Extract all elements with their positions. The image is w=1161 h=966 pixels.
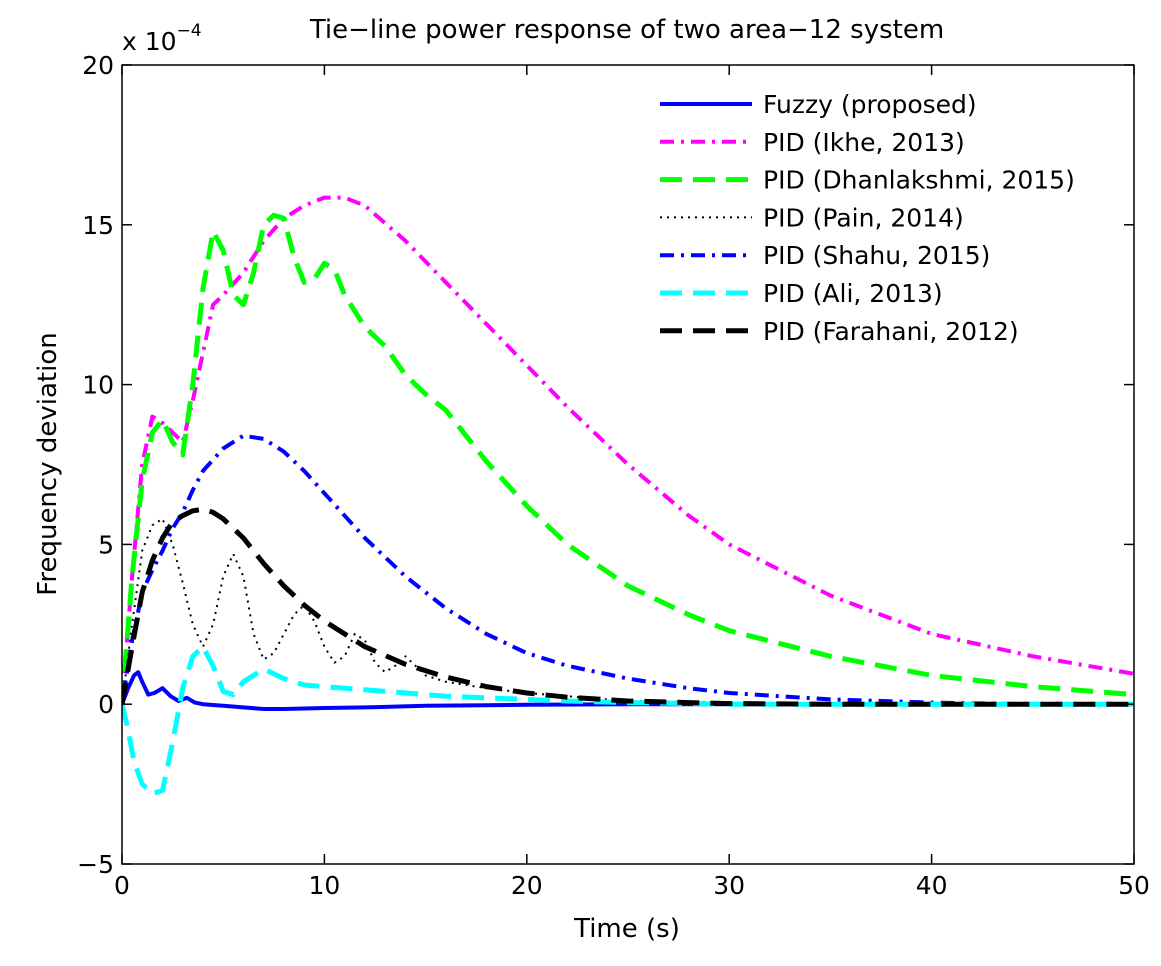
legend-label: PID (Dhanlakshmi, 2015) <box>763 166 1075 195</box>
x-tick-label: 50 <box>1118 871 1150 900</box>
series-line-pid-farahani-2012 <box>122 506 1134 707</box>
legend-item-pid-farahani-2012: PID (Farahani, 2012) <box>660 317 1019 346</box>
y-tick-label: 20 <box>82 51 114 80</box>
y-tick-label: 5 <box>98 530 114 559</box>
plot-frame <box>121 64 1135 865</box>
legend-item-pid-pain-2014: PID (Pain, 2014) <box>660 203 964 232</box>
x-tick-label: 0 <box>114 871 130 900</box>
legend-item-pid-ikhe-2013: PID (Ikhe, 2013) <box>660 128 965 157</box>
legend-label: PID (Pain, 2014) <box>763 203 964 232</box>
x-tick-label: 20 <box>511 871 543 900</box>
x-tick-label: 10 <box>308 871 340 900</box>
x-tick-label: 40 <box>916 871 948 900</box>
series-line-pid-shahu-2015 <box>122 433 1134 707</box>
legend-label: PID (Ali, 2013) <box>763 279 943 308</box>
x-axis-title: Time (s) <box>573 914 680 944</box>
plot-area <box>122 195 1134 797</box>
legend-item-fuzzy-proposed: Fuzzy (proposed) <box>660 90 977 119</box>
y-exponent-label: x 10−4 <box>122 21 202 56</box>
legend: Fuzzy (proposed) PID (Ikhe, 2013) PID (Dha… <box>660 90 1075 346</box>
y-exponent-prefix: x 10 <box>122 27 177 56</box>
legend-label: PID (Shahu, 2015) <box>763 241 990 270</box>
series-line-pid-ikhe-2013 <box>122 195 1134 705</box>
chart-title: Tie−line power response of two area−12 s… <box>309 15 944 45</box>
series-line-fuzzy-proposed <box>122 670 1134 711</box>
y-tick-label: 15 <box>82 211 114 240</box>
x-tick-label: 30 <box>713 871 745 900</box>
legend-item-pid-dhanlakshmi-2015: PID (Dhanlakshmi, 2015) <box>660 166 1075 195</box>
y-exponent-power: −4 <box>177 21 202 41</box>
y-tick-label: 10 <box>82 371 114 400</box>
y-tick-label: −5 <box>77 850 114 879</box>
legend-item-pid-ali-2013: PID (Ali, 2013) <box>660 279 943 308</box>
legend-label: PID (Ikhe, 2013) <box>763 128 965 157</box>
series-line-pid-ali-2013 <box>122 644 1134 797</box>
y-axis-title: Frequency deviation <box>33 332 63 595</box>
legend-item-pid-shahu-2015: PID (Shahu, 2015) <box>660 241 990 270</box>
series-line-pid-dhanlakshmi-2015 <box>122 212 1134 705</box>
legend-label: PID (Farahani, 2012) <box>763 317 1019 346</box>
legend-label: Fuzzy (proposed) <box>763 90 977 119</box>
y-tick-label: 0 <box>98 690 114 719</box>
